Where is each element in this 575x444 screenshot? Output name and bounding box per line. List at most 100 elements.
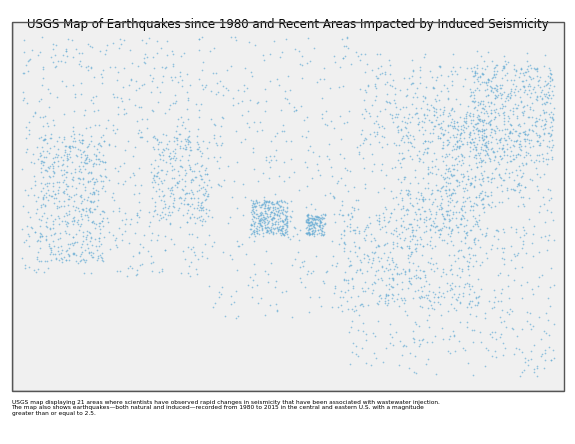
Point bbox=[408, 233, 417, 240]
Point bbox=[353, 52, 362, 59]
Point bbox=[409, 338, 419, 345]
Point bbox=[179, 197, 188, 204]
Point bbox=[57, 58, 66, 65]
Point bbox=[34, 215, 44, 222]
Point bbox=[85, 178, 94, 185]
Point bbox=[341, 53, 350, 60]
Point bbox=[438, 139, 447, 146]
Point bbox=[411, 166, 420, 173]
Point bbox=[505, 128, 515, 135]
Point bbox=[392, 271, 401, 278]
Point bbox=[399, 173, 408, 180]
Point bbox=[420, 282, 429, 289]
Point bbox=[388, 274, 397, 281]
Point bbox=[168, 50, 178, 57]
Point bbox=[306, 211, 316, 218]
Point bbox=[150, 164, 159, 171]
Point bbox=[63, 240, 72, 247]
Point bbox=[465, 226, 474, 234]
Point bbox=[316, 230, 325, 237]
Point bbox=[68, 127, 78, 135]
Point bbox=[242, 84, 251, 91]
Point bbox=[316, 231, 325, 238]
Point bbox=[156, 89, 165, 96]
Point bbox=[339, 83, 348, 90]
Point bbox=[140, 58, 149, 65]
Point bbox=[80, 152, 89, 159]
Point bbox=[387, 209, 396, 216]
Point bbox=[55, 234, 64, 242]
Point bbox=[448, 51, 458, 58]
Point bbox=[456, 135, 465, 142]
Point bbox=[285, 173, 294, 180]
Point bbox=[55, 203, 64, 210]
Point bbox=[214, 181, 224, 188]
Point bbox=[189, 176, 198, 183]
Point bbox=[278, 289, 287, 296]
Point bbox=[159, 197, 168, 204]
Point bbox=[232, 158, 242, 165]
Point bbox=[45, 225, 54, 232]
Point bbox=[413, 216, 422, 223]
Point bbox=[68, 81, 78, 88]
Point bbox=[374, 215, 383, 222]
Point bbox=[459, 212, 468, 219]
Point bbox=[475, 155, 484, 162]
Point bbox=[41, 189, 51, 196]
Point bbox=[366, 263, 375, 270]
Point bbox=[47, 211, 56, 218]
Point bbox=[378, 210, 387, 217]
Point bbox=[476, 180, 485, 187]
Point bbox=[285, 236, 294, 243]
Point bbox=[360, 106, 369, 113]
Point bbox=[76, 151, 85, 158]
Point bbox=[514, 132, 523, 139]
Point bbox=[319, 280, 328, 287]
Point bbox=[500, 261, 509, 268]
Point bbox=[443, 94, 453, 101]
Point bbox=[504, 173, 513, 180]
Point bbox=[389, 77, 398, 84]
Point bbox=[483, 75, 492, 82]
Point bbox=[494, 271, 503, 278]
Point bbox=[187, 178, 196, 186]
Point bbox=[296, 60, 305, 67]
Point bbox=[454, 246, 463, 254]
Point bbox=[183, 138, 193, 145]
Point bbox=[462, 230, 471, 237]
Point bbox=[159, 177, 168, 184]
Point bbox=[49, 45, 58, 52]
Point bbox=[335, 293, 344, 300]
Point bbox=[269, 37, 278, 44]
Point bbox=[397, 244, 406, 251]
Point bbox=[488, 148, 497, 155]
Point bbox=[266, 228, 275, 235]
Point bbox=[388, 230, 397, 238]
Point bbox=[457, 215, 466, 222]
Point bbox=[386, 187, 396, 194]
Point bbox=[304, 229, 313, 236]
Point bbox=[469, 123, 478, 130]
Point bbox=[450, 305, 459, 312]
Point bbox=[117, 98, 126, 105]
Point bbox=[69, 234, 78, 241]
Point bbox=[245, 274, 254, 281]
Point bbox=[507, 87, 516, 95]
Point bbox=[465, 255, 474, 262]
Point bbox=[463, 266, 472, 273]
Point bbox=[538, 194, 547, 201]
Point bbox=[304, 226, 313, 233]
Point bbox=[462, 232, 471, 239]
Point bbox=[485, 330, 494, 337]
Point bbox=[545, 232, 554, 239]
Point bbox=[89, 160, 98, 167]
Point bbox=[304, 229, 313, 236]
Point bbox=[273, 225, 282, 232]
Point bbox=[192, 234, 201, 241]
Point bbox=[375, 212, 384, 219]
Point bbox=[308, 229, 317, 236]
Point bbox=[132, 117, 141, 124]
Point bbox=[397, 221, 406, 228]
Point bbox=[432, 114, 442, 121]
Point bbox=[151, 198, 160, 205]
